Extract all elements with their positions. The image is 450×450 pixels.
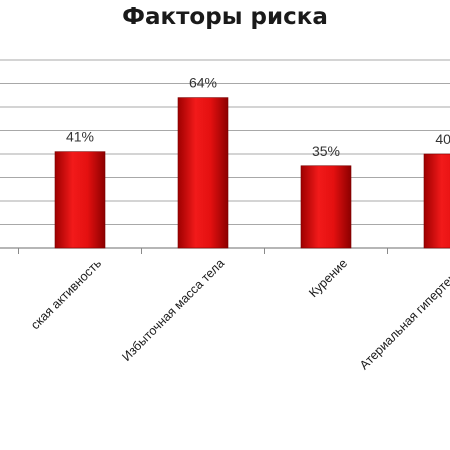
category-tick-labels: ская активность Избыточная масса тела Куре… [28, 256, 450, 372]
category-label: ская активность [28, 256, 104, 332]
bar [177, 97, 229, 249]
data-label: 64% [189, 75, 217, 91]
data-label: 40,0 [435, 131, 450, 147]
data-label: 41% [66, 129, 94, 145]
data-label: 35% [312, 143, 340, 159]
bar [300, 165, 352, 249]
bar [423, 153, 450, 249]
bar [54, 151, 106, 249]
chart-title: Факторы риска [122, 4, 328, 30]
data-labels: 41% 64% 35% 40,0 [66, 75, 450, 159]
category-label: Избыточная масса тела [119, 256, 227, 364]
category-label: Атериальная гипертензия [357, 256, 450, 372]
bars [54, 97, 450, 249]
category-label: Курение [306, 256, 350, 300]
